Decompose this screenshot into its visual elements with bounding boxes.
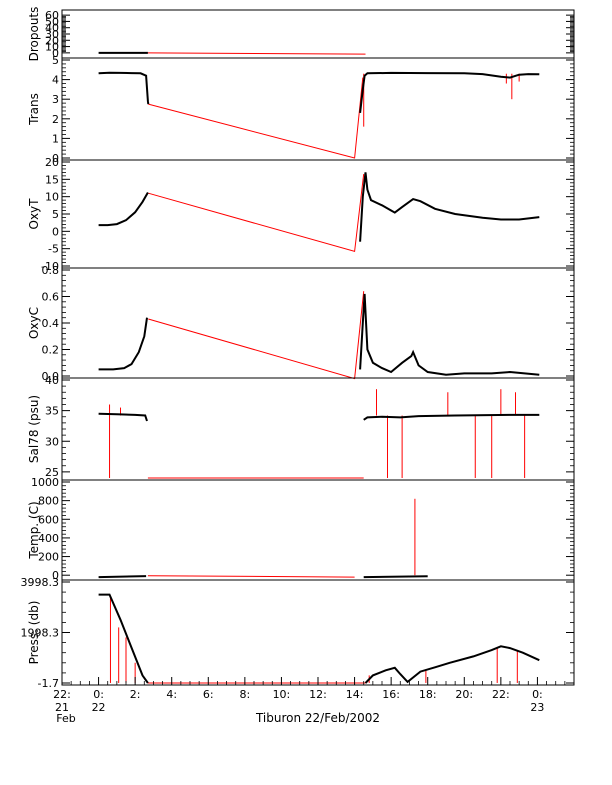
y-tick-label: 0 <box>52 225 59 238</box>
y-tick-label: 15 <box>45 173 59 186</box>
y-tick-label: 5 <box>52 208 59 221</box>
y-tick-label: 0.6 <box>42 291 60 304</box>
series-black-line <box>363 575 428 579</box>
series-red-line <box>147 575 355 578</box>
series-black-line <box>363 413 540 421</box>
x-tick-sublabel: 23 <box>530 701 544 714</box>
x-tick-label: 0: <box>93 688 104 701</box>
x-axis: 22:210:222: 4: 6: 8: 10: 12: 14: 16: 18: 20: 22: 0:… <box>53 677 566 714</box>
panel-frame <box>61 377 575 481</box>
x-tick-label: 2: <box>130 688 141 701</box>
x-tick-label: 18: <box>419 688 437 701</box>
y-tick-label: 600 <box>38 513 59 526</box>
y-tick-label: 200 <box>38 551 59 564</box>
y-tick-label: 25 <box>45 466 59 479</box>
series-black-line <box>359 293 540 376</box>
series-black-line <box>98 192 149 227</box>
series-black-line <box>364 645 540 684</box>
y-axis-label: Temp. (C) <box>27 501 41 559</box>
y-tick-label: 800 <box>38 495 59 508</box>
x-tick-label: 22: <box>53 688 71 701</box>
y-tick-label: 0.4 <box>42 317 60 330</box>
y-tick-label: 40 <box>45 374 59 387</box>
series-red-line <box>148 174 365 253</box>
y-tick-label: -10 <box>41 260 59 273</box>
y-tick-label: 0.8 <box>42 264 60 277</box>
panel-4: 0.0 0.2 0.4 0.6 0.8 OxyC <box>27 264 575 383</box>
y-axis-label: OxyC <box>27 307 41 339</box>
y-tick-label: 20 <box>45 156 59 169</box>
y-tick-label: 10 <box>45 191 59 204</box>
series-black-line <box>98 71 150 105</box>
y-axis-label: Sal78 (psu) <box>27 395 41 463</box>
x-tick-sublabel: 22 <box>92 701 106 714</box>
series-black-line <box>359 71 540 114</box>
panel-3: -10 -5 0 5 10 15 20 OxyT <box>27 156 575 273</box>
y-tick-label: 2 <box>52 113 59 126</box>
y-tick-label: 0 <box>52 569 59 582</box>
y-tick-label: 400 <box>38 532 59 545</box>
y-axis-label: OxyT <box>27 198 41 230</box>
chart-panels: 0102030405060Dropouts012345Trans-10-5051… <box>21 7 575 690</box>
x-tick-label: 16: <box>382 688 400 701</box>
panel-6: 0 200 400 600 800 1000 Temp. (C) <box>27 476 575 582</box>
y-tick-label: 60 <box>45 9 59 22</box>
y-tick-label: 3 <box>52 93 59 106</box>
y-axis-label: Press. (db) <box>27 601 41 665</box>
panel-2: 0 1 2 3 4 5 Trans <box>27 54 575 165</box>
y-tick-label: 1998.3 <box>21 627 60 640</box>
y-tick-label: 40 <box>45 22 59 35</box>
y-tick-label: 0.0 <box>42 370 60 383</box>
y-tick-label: 20 <box>45 34 59 47</box>
panel-frame <box>61 267 575 379</box>
series-black-line <box>98 593 149 684</box>
x-tick-sublabel: 21 <box>55 701 69 714</box>
x-tick-label: 4: <box>166 688 177 701</box>
y-tick-label: 0 <box>52 47 59 60</box>
panel-5: 25 30 35 40 Sal78 (psu) <box>27 374 575 481</box>
series-black-line <box>98 317 148 371</box>
y-tick-label: 0.2 <box>42 344 60 357</box>
y-tick-label: 10 <box>45 41 59 54</box>
y-tick-label: -5 <box>48 243 59 256</box>
x-tick-label: 0: <box>532 688 543 701</box>
x-axis-title: Tiburon 22/Feb/2002 <box>255 711 380 725</box>
x-tick-label: 14: <box>346 688 364 701</box>
series-red-line <box>148 77 364 159</box>
panel-7: -1.7 1998.3 3998.3 Press. (db) <box>21 576 575 690</box>
series-red-line <box>147 52 366 55</box>
series-black-line <box>359 172 540 242</box>
x-tick-label: 20: <box>455 688 473 701</box>
series-red-line <box>148 291 365 380</box>
x-tick-label: 22: <box>492 688 510 701</box>
y-tick-label: 30 <box>45 435 59 448</box>
panel-frame <box>61 9 575 59</box>
y-tick-label: 1000 <box>31 476 59 489</box>
y-tick-label: -1.7 <box>38 677 59 690</box>
y-tick-label: 0 <box>52 152 59 165</box>
y-tick-label: 5 <box>52 54 59 67</box>
y-tick-label: 4 <box>52 74 59 87</box>
series-black-line <box>98 575 147 579</box>
panel-frame <box>61 159 575 269</box>
x-tick-label: 12: <box>309 688 327 701</box>
y-tick-label: 3998.3 <box>21 576 60 589</box>
x-tick-label: 10: <box>273 688 291 701</box>
y-tick-label: 35 <box>45 405 59 418</box>
y-tick-label: 1 <box>52 132 59 145</box>
y-tick-label: 30 <box>45 28 59 41</box>
y-tick-label: 50 <box>45 15 59 28</box>
x-axis-date-label: Feb <box>56 712 75 725</box>
panel-frame <box>61 479 575 581</box>
y-axis-label: Dropouts <box>27 7 41 62</box>
y-axis-label: Trans <box>27 93 41 126</box>
series-black-line <box>98 412 148 422</box>
x-tick-label: 6: <box>203 688 214 701</box>
x-tick-label: 8: <box>239 688 250 701</box>
